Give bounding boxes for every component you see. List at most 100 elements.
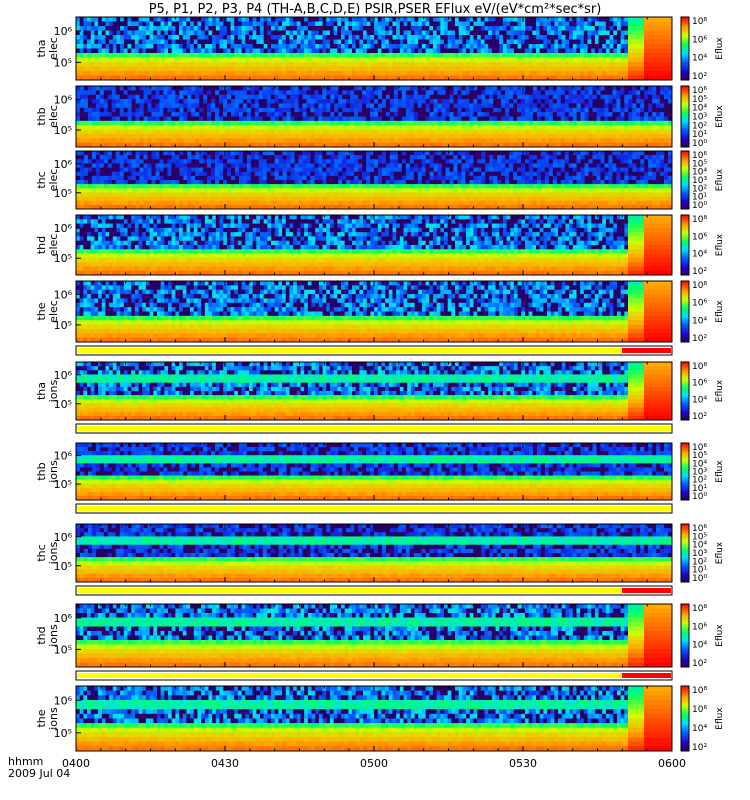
spectrogram-cell: [568, 90, 573, 96]
spectrogram-cell: [554, 66, 559, 72]
spectrogram-cell: [587, 44, 592, 49]
spectrogram-cell: [123, 155, 128, 160]
spectrogram-cell: [179, 44, 184, 49]
spectrogram-cell: [115, 133, 120, 139]
spectrogram-cell: [362, 151, 367, 156]
spectrogram-cell: [159, 151, 164, 156]
spectrogram-cell: [282, 129, 287, 135]
spectrogram-cell: [393, 155, 399, 160]
spectrogram-cell: [207, 155, 212, 160]
spectrogram-cell: [620, 133, 625, 139]
spectrogram-cell: [458, 39, 463, 45]
spectrogram-cell: [151, 103, 156, 109]
spectrogram-cell: [502, 21, 507, 27]
spectrogram-cell: [377, 86, 383, 91]
spectrogram-cell: [485, 107, 490, 113]
spectrogram-cell: [354, 163, 359, 168]
spectrogram-cell: [502, 71, 507, 76]
spectrogram-cell: [246, 142, 252, 148]
spectrogram-cell: [112, 21, 117, 27]
spectrogram-cell: [87, 39, 92, 45]
spectrogram-cell: [572, 26, 577, 31]
spectrogram-cell: [307, 71, 312, 76]
spectrogram-cell: [447, 17, 452, 22]
spectrogram-cell: [561, 66, 566, 72]
spectrogram-cell: [223, 159, 228, 164]
spectrogram-cell: [491, 21, 496, 27]
spectrogram-cell: [564, 155, 569, 160]
spectrogram-cell: [453, 125, 458, 130]
spectrogram-cell: [440, 57, 445, 63]
spectrogram-cell: [560, 163, 566, 168]
spectrogram-cell: [306, 125, 311, 130]
spectrogram-cell: [282, 138, 287, 143]
spectrogram-cell: [340, 71, 345, 76]
spectrogram-cell: [536, 30, 540, 36]
spectrogram-cell: [163, 120, 168, 126]
spectrogram-cell: [289, 57, 294, 63]
spectrogram-cell: [94, 66, 99, 72]
spectrogram-cell: [187, 138, 192, 143]
spectrogram-cell: [458, 66, 463, 72]
spectrogram-cell: [547, 35, 552, 40]
spectrogram-cell: [201, 57, 206, 63]
spectrogram-cell: [513, 86, 518, 91]
spectrogram-cell: [377, 62, 382, 67]
spectrogram-cell: [410, 35, 415, 40]
spectrogram-cell: [509, 133, 514, 139]
spectrogram-cell: [119, 155, 124, 160]
spectrogram-cell: [354, 107, 359, 113]
spectrogram-cell: [524, 75, 529, 81]
spectrogram-cell: [528, 99, 534, 104]
spectrogram-cell: [79, 30, 84, 36]
spectrogram-cell: [285, 35, 290, 40]
spectrogram-cell: [536, 112, 542, 117]
spectrogram-cell: [624, 120, 629, 126]
spectrogram-cell: [109, 39, 114, 45]
spectrogram-cell: [558, 21, 563, 27]
spectrogram-cell: [413, 116, 418, 122]
spectrogram-cell: [344, 21, 349, 27]
spectrogram-cell: [134, 44, 139, 49]
spectrogram-cell: [532, 107, 538, 113]
spectrogram-cell: [90, 48, 95, 54]
spectrogram-cell: [620, 62, 625, 67]
spectrogram-cell: [338, 125, 343, 130]
spectrogram-cell: [552, 125, 558, 130]
spectrogram-cell: [300, 53, 305, 58]
spectrogram-cell: [163, 99, 168, 104]
spectrogram-cell: [230, 112, 236, 117]
spectrogram-cell: [252, 66, 257, 72]
spectrogram-cell: [322, 30, 327, 36]
end-block-cell: [628, 71, 644, 76]
spectrogram-cell: [223, 39, 228, 45]
spectrogram-cell: [632, 151, 637, 156]
spectrogram-cell: [112, 62, 117, 67]
spectrogram-cell: [421, 90, 426, 96]
spectrogram-cell: [644, 99, 649, 104]
spectrogram-cell: [604, 116, 609, 122]
spectrogram-cell: [418, 66, 423, 72]
spectrogram-cell: [425, 57, 430, 63]
spectrogram-cell: [465, 107, 470, 113]
spectrogram-cell: [513, 116, 518, 122]
spectrogram-cell: [429, 44, 434, 49]
spectrogram-cell: [168, 48, 172, 54]
spectrogram-cell: [552, 142, 558, 148]
spectrogram-cell: [103, 125, 109, 130]
spectrogram-cell: [544, 155, 550, 160]
spectrogram-cell: [329, 26, 334, 31]
spectrogram-cell: [668, 94, 673, 100]
spectrogram-cell: [159, 103, 164, 109]
spectrogram-cell: [613, 66, 618, 72]
spectrogram-cell: [274, 17, 279, 22]
spectrogram-cell: [83, 142, 89, 148]
spectrogram-cell: [286, 133, 291, 139]
spectrogram-cell: [175, 112, 180, 117]
spectrogram-cell: [458, 75, 463, 81]
spectrogram-cell: [204, 44, 209, 49]
spectrogram-cell: [123, 163, 128, 168]
spectrogram-cell: [370, 30, 375, 36]
spectrogram-cell: [143, 129, 148, 135]
spectrogram-cell: [547, 71, 552, 76]
